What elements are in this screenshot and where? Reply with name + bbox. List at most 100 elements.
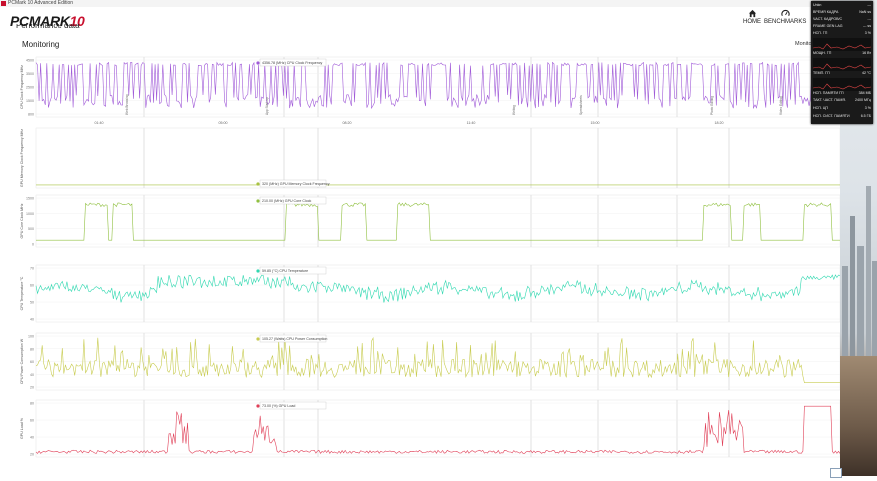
data-point-marker bbox=[256, 61, 260, 65]
overlay-metric-label: НСП. СИСТ. ПАМЯТИ bbox=[813, 114, 850, 118]
overlay-metric-value: 2400 МГц bbox=[855, 98, 871, 102]
overlay-metric-label: НСП. ГП bbox=[813, 31, 828, 35]
y-tick-label: 40 bbox=[30, 373, 34, 377]
overlay-metric-label: ЧАСТ. КАДРОВ/С bbox=[813, 17, 843, 21]
charts-svg: 4500 3500 2500 1500 800 CPU Clock Frequency M… bbox=[20, 56, 841, 458]
overlay-header: Unkn — bbox=[813, 2, 871, 8]
x-tick-label: 15:00 bbox=[591, 121, 600, 125]
series-line bbox=[35, 274, 841, 303]
overlay-metric-value: 3 % bbox=[864, 106, 871, 110]
tooltip-box bbox=[259, 266, 327, 275]
overlay-row: FRAME GEN LAG --- ss bbox=[813, 23, 871, 29]
overlay-metric-value: --- bbox=[867, 17, 871, 21]
data-point-marker bbox=[256, 182, 260, 186]
tooltip-box bbox=[259, 179, 327, 188]
overlay-metric-label: ТЕМП. ГП bbox=[813, 71, 830, 75]
y-axis-label: GPU Memory Clock Frequency MHz bbox=[20, 129, 24, 187]
chart-panel bbox=[35, 127, 841, 189]
event-label: Spreadsheets bbox=[579, 95, 583, 115]
y-axis-label: CPU Clock Frequency MHz bbox=[20, 65, 24, 109]
y-tick-label: 20 bbox=[30, 453, 34, 457]
overlay-row: НСП. ГП 3 % bbox=[813, 30, 871, 36]
y-tick-label: 500 bbox=[28, 227, 34, 231]
overlay-row: НСП. СИСТ. ПАМЯТИ 6.5 ГБ bbox=[813, 113, 871, 119]
y-tick-label: 60 bbox=[30, 419, 34, 423]
y-tick-label: 4500 bbox=[26, 59, 34, 63]
gauge-icon bbox=[780, 9, 790, 17]
nav-home[interactable]: HOME bbox=[740, 9, 764, 31]
y-tick-label: 60 bbox=[30, 360, 34, 364]
x-tick-label: 08:20 bbox=[343, 121, 352, 125]
overlay-metric-label: ВРЕМЯ КАДРА bbox=[813, 10, 839, 14]
window-title: PCMark 10 Advanced Edition bbox=[8, 0, 74, 6]
y-tick-label: 80 bbox=[30, 347, 34, 351]
overlay-metric-value: NaN ss bbox=[859, 10, 871, 14]
series-line bbox=[35, 336, 840, 384]
monitoring-charts: 4500 3500 2500 1500 800 CPU Clock Frequency M… bbox=[14, 55, 841, 476]
tooltip-box bbox=[259, 334, 327, 343]
overlay-metric-value: 3 % bbox=[864, 31, 871, 35]
nav-benchmarks[interactable]: BENCHMARKS bbox=[764, 9, 806, 31]
overlay-metric-label: НСП. ПАМЯТИ ГП bbox=[813, 91, 844, 95]
y-axis-label: CPU Temperature °C bbox=[20, 276, 24, 310]
overlay-row: НСП. ПАМЯТИ ГП 384 МБ bbox=[813, 90, 871, 96]
overlay-row: ВРЕМЯ КАДРА NaN ss bbox=[813, 9, 871, 15]
chart-panel bbox=[35, 194, 841, 248]
tooltip-box bbox=[259, 196, 327, 205]
overlay-mini-graph bbox=[813, 38, 871, 51]
pcmark-logo: PCMARK 10 bbox=[10, 12, 85, 29]
logo-number: 10 bbox=[69, 12, 85, 29]
tooltip-text: 59.85 (°C) CPU Temperature bbox=[262, 269, 308, 273]
overlay-mini-graph bbox=[813, 58, 871, 71]
overlay-row: ЧАСТ. КАДРОВ/С --- bbox=[813, 16, 871, 22]
page-title: Monitoring bbox=[22, 40, 60, 49]
data-point-marker bbox=[256, 337, 260, 341]
overlay-metric-label: FRAME GEN LAG bbox=[813, 24, 843, 28]
event-label: Writing bbox=[512, 105, 516, 115]
y-tick-label: 20 bbox=[30, 386, 34, 390]
y-tick-label: 3500 bbox=[26, 72, 34, 76]
y-tick-label: 2500 bbox=[26, 86, 34, 90]
event-label: App Start-up bbox=[265, 97, 269, 115]
event-label: Video Editing bbox=[779, 96, 783, 115]
overlay-metric-label: МОЩН. ГП bbox=[813, 51, 832, 55]
tooltip-box bbox=[259, 58, 327, 67]
y-tick-label: 70 bbox=[30, 267, 34, 271]
overlay-row: НСП. ЦП 3 % bbox=[813, 105, 871, 111]
overlay-metric-value: 16 Вт bbox=[862, 51, 871, 55]
y-tick-label: 1500 bbox=[26, 197, 34, 201]
data-point-marker bbox=[256, 404, 260, 408]
overlay-row: МОЩН. ГП 16 Вт bbox=[813, 50, 871, 56]
app-icon bbox=[1, 1, 6, 6]
y-tick-label: 800 bbox=[28, 113, 34, 117]
y-tick-label: 100 bbox=[28, 335, 34, 339]
y-tick-label: 40 bbox=[30, 436, 34, 440]
overlay-menu-icon[interactable]: — bbox=[867, 3, 871, 7]
app-header: PCMARK 10 HOME BENCHMARKS bbox=[0, 7, 877, 31]
tooltip-text: 320 (MHz) GPU Memory Clock Frequency bbox=[262, 182, 330, 186]
y-axis-label: GPU Load % bbox=[20, 417, 24, 439]
home-icon bbox=[748, 9, 756, 18]
y-axis-label: CPU Power Consumption W bbox=[20, 338, 24, 384]
overlay-metric-value: 6.5 ГБ bbox=[860, 114, 871, 118]
y-tick-label: 50 bbox=[30, 301, 34, 305]
overlay-metric-label: ТАКТ. ЧАСТ. ПАМЯ. bbox=[813, 98, 846, 102]
overlay-metric-value: 42 °C bbox=[861, 71, 871, 75]
overlay-metric-value: 384 МБ bbox=[858, 91, 871, 95]
x-tick-label: 01:40 bbox=[95, 121, 104, 125]
chart-panel bbox=[35, 399, 841, 458]
overlay-row: ТАКТ. ЧАСТ. ПАМЯ. 2400 МГц bbox=[813, 97, 871, 103]
event-label: Photo Editing bbox=[710, 96, 714, 115]
page-subtitle: Performance data bbox=[16, 24, 80, 30]
logo-text: PCMARK bbox=[10, 12, 70, 29]
y-axis-label: GPU Core Clock MHz bbox=[20, 203, 24, 238]
y-tick-label: 80 bbox=[30, 402, 34, 406]
event-label: Web Browsing bbox=[125, 94, 129, 115]
tooltip-text: 210.00 (MHz) GPU Core Clock bbox=[262, 199, 312, 203]
tooltip-text: 4356.78 (MHz) CPU Clock Frequency bbox=[262, 61, 323, 65]
y-tick-label: 1500 bbox=[26, 99, 34, 103]
monitoring-dropdown[interactable]: Monitoring bbox=[795, 41, 821, 47]
tooltip-text: 73.00 (%) GPU Load bbox=[262, 404, 295, 408]
overlay-metric-value: --- ss bbox=[862, 24, 871, 28]
series-line bbox=[36, 202, 840, 241]
